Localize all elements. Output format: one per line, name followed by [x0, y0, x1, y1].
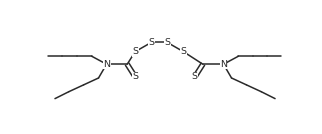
Text: N: N [103, 60, 110, 69]
Text: S: S [132, 47, 138, 56]
Text: S: S [164, 38, 170, 47]
Text: S: S [132, 72, 138, 81]
Text: S: S [148, 38, 154, 47]
Text: N: N [220, 60, 227, 69]
Text: S: S [180, 47, 186, 56]
Text: S: S [192, 72, 198, 81]
